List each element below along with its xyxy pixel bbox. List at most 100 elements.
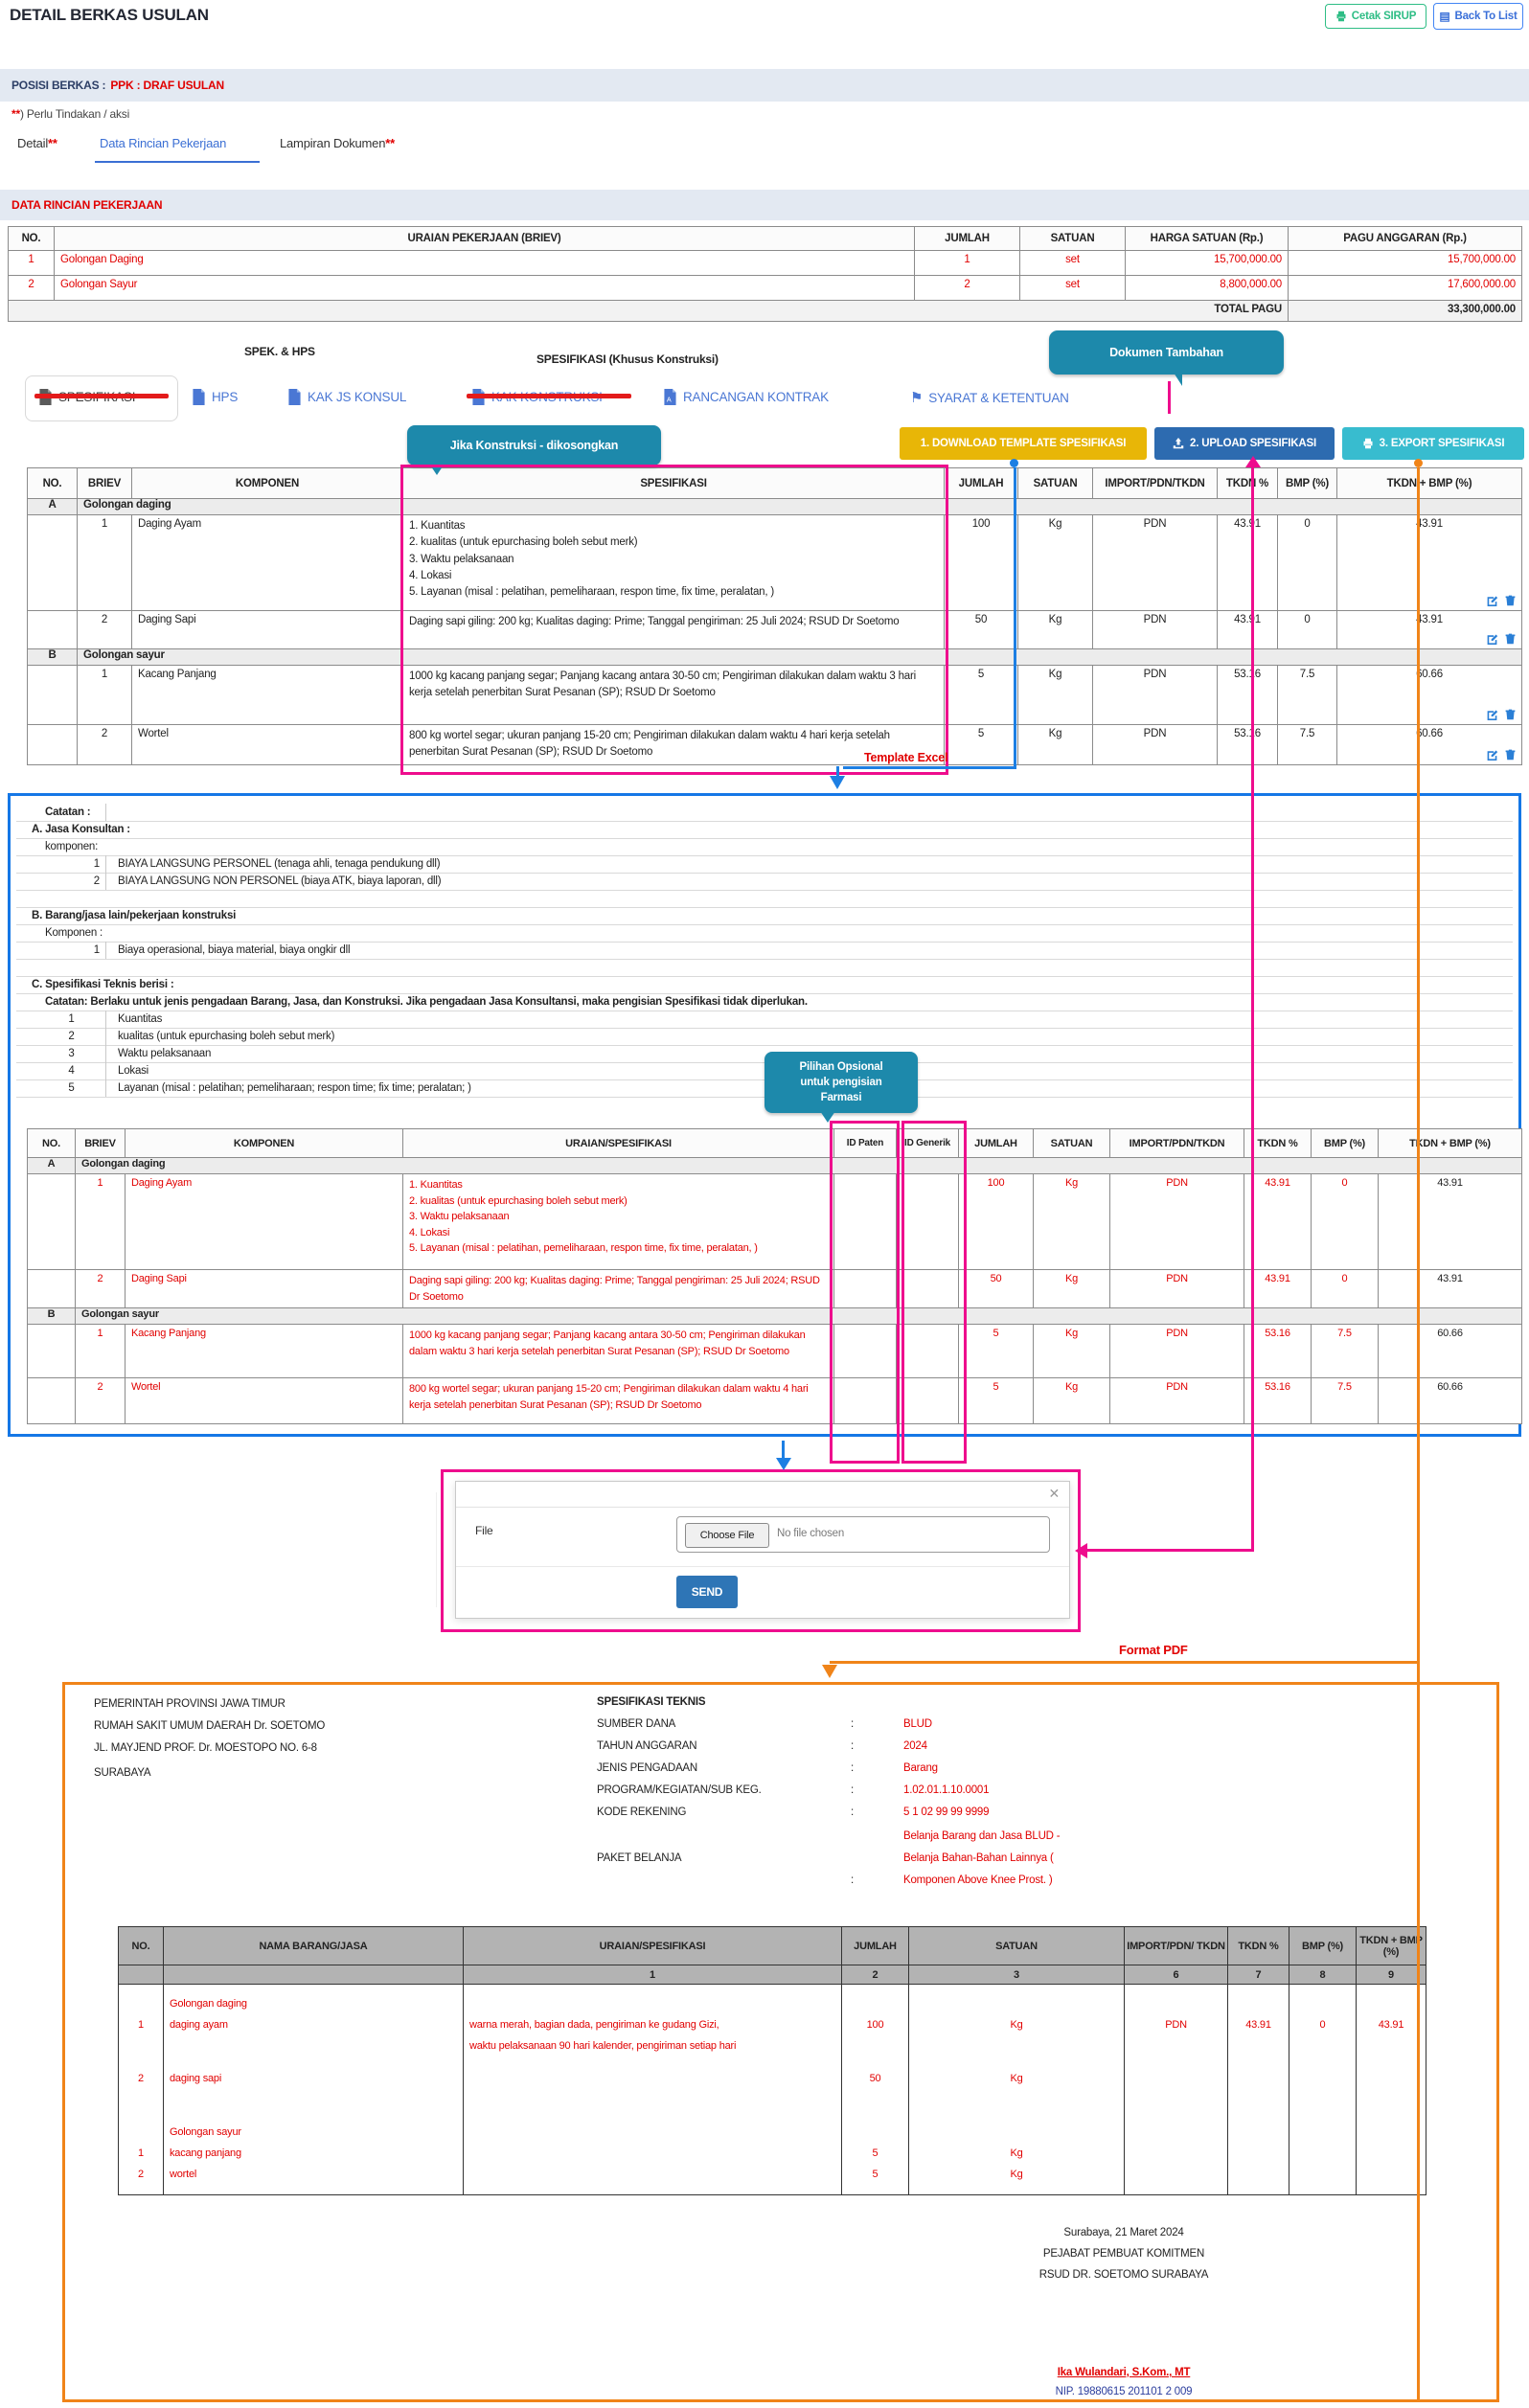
export-spesifikasi-button[interactable]: 3. EXPORT SPESIFIKASI (1342, 427, 1524, 460)
signature-place-date: Surabaya, 21 Maret 2024 (1063, 2227, 1184, 2238)
item-row: 2 Wortel 800 kg wortel segar; ukuran panj… (27, 1377, 1522, 1424)
doc-tab-kak-js-konsul[interactable]: KAK JS KONSUL (287, 389, 406, 405)
meta-value: 2024 (903, 1740, 927, 1752)
paket-value: Komponen Above Knee Prost. ) (903, 1874, 1053, 1886)
catatan-row: 2 BIAYA LANGSUNG NON PERSONEL (biaya ATK,… (16, 873, 1513, 891)
tab-lampiran-dokumen[interactable]: Lampiran Dokumen** (280, 136, 395, 150)
pdf-col-import: PDN (1124, 1984, 1228, 2195)
col-satuan: SATUAN (1019, 226, 1126, 251)
item-row: 2 Wortel 800 kg wortel segar; ukuran panj… (27, 724, 1522, 765)
action-note: **) Perlu Tindakan / aksi (11, 107, 130, 121)
label-spesifikasi-konstruksi: SPESIFIKASI (Khusus Konstruksi) (536, 352, 719, 366)
item-row: 1 Daging Ayam 1. Kuantitas 2. kualitas (u… (27, 1173, 1522, 1270)
meta-label: KODE REKENING (597, 1806, 687, 1818)
doc-tab-hps[interactable]: HPS (192, 389, 238, 405)
item-row: 2 Daging Sapi Daging sapi giling: 200 kg;… (27, 610, 1522, 649)
close-icon[interactable]: ✕ (1048, 1486, 1060, 1501)
annotation-pink-triangle (1245, 456, 1261, 467)
catatan-row (16, 890, 1513, 908)
meta-label: TAHUN ANGGARAN (597, 1740, 697, 1752)
annotation-blue-stub (836, 766, 839, 778)
meta-label: JENIS PENGADAAN (597, 1762, 697, 1774)
group-row: B Golongan sayur (27, 1307, 1522, 1325)
modal-divider (456, 1507, 1069, 1508)
edit-icon[interactable] (1486, 708, 1498, 720)
badge-tail (1165, 373, 1182, 386)
col-uraian: URAIAN PEKERJAAN (BRIEV) (54, 226, 915, 251)
edit-icon[interactable] (1486, 594, 1498, 606)
divider (436, 1492, 437, 1607)
file-input[interactable]: Choose File No file chosen (676, 1516, 1050, 1553)
printer-icon (1335, 11, 1347, 22)
delete-icon[interactable] (1504, 632, 1517, 645)
choose-file-button[interactable]: Choose File (685, 1523, 769, 1548)
delete-icon[interactable] (1504, 594, 1517, 606)
section-header: DATA RINCIAN PEKERJAAN (0, 190, 1529, 220)
group-row: A Golongan daging (27, 498, 1522, 515)
annotation-blue-arrow-down (830, 776, 845, 789)
upload-modal: ✕ File Choose File No file chosen SEND (455, 1481, 1070, 1619)
meta-value: 5 1 02 99 99 9999 (903, 1806, 990, 1818)
total-row: TOTAL PAGU 33,300,000.00 (8, 300, 1522, 322)
annotation-blue-arrow-down2 (776, 1458, 791, 1470)
rincian-pekerjaan-table: NO. URAIAN PEKERJAAN (BRIEV) JUMLAH SATU… (8, 226, 1522, 322)
flag-icon: ⚑ (910, 390, 924, 406)
annotation-pink-vline (1251, 467, 1254, 1552)
back-to-list-button[interactable]: ▤ Back To List (1433, 3, 1523, 30)
catatan-row: komponen: (16, 838, 1513, 856)
annotation-orange-hline (830, 1661, 1420, 1664)
active-tab-underline (95, 161, 260, 163)
tab-spesifikasi-box[interactable] (25, 375, 178, 421)
tab-detail[interactable]: Detail** (17, 136, 57, 150)
pdf-col-no: 1 2 1 2 (118, 1984, 164, 2195)
col-pagu: PAGU ANGGARAN (Rp.) (1288, 226, 1522, 251)
pdf-col-bmp: 0 (1289, 1984, 1357, 2195)
col-jumlah: JUMLAH (914, 226, 1020, 251)
signature-nip: NIP. 19880615 201101 2 009 (1055, 2386, 1193, 2397)
send-button[interactable]: SEND (676, 1576, 738, 1608)
signature-title: PEJABAT PEMBUAT KOMITMEN (1042, 2248, 1205, 2260)
posisi-label: POSISI BERKAS : (11, 79, 106, 92)
letterhead-line: SURABAYA (94, 1767, 151, 1779)
annotation-blue-hline (843, 766, 1016, 769)
letterhead-line: JL. MAYJEND PROF. Dr. MOESTOPO NO. 6-8 (94, 1742, 317, 1754)
tab-data-rincian-pekerjaan[interactable]: Data Rincian Pekerjaan (100, 136, 227, 150)
annotation-orange-dot (1414, 459, 1423, 467)
catatan-row: B. Barang/jasa lain/pekerjaan konstruksi (16, 907, 1513, 925)
document-icon (192, 389, 206, 405)
delete-icon[interactable] (1504, 748, 1517, 761)
item-row: 2 Daging Sapi Daging sapi giling: 200 kg;… (27, 1269, 1522, 1308)
pdf-preview: PEMERINTAH PROVINSI JAWA TIMUR RUMAH SAK… (62, 1682, 1499, 2402)
table-row: 1 Golongan Daging 1 set 15,700,000.00 15,70… (8, 250, 1522, 276)
upload-spesifikasi-button[interactable]: 2. UPLOAD SPESIFIKASI (1154, 427, 1335, 460)
annotation-blue-vline (1014, 467, 1016, 766)
pdf-document-icon: A (663, 389, 677, 405)
col-harga: HARGA SATUAN (Rp.) (1125, 226, 1289, 251)
download-template-button[interactable]: 1. DOWNLOAD TEMPLATE SPESIFIKASI (900, 427, 1147, 460)
delete-icon[interactable] (1504, 708, 1517, 720)
meta-value: 1.02.01.1.10.0001 (903, 1784, 990, 1796)
annotation-pink-arrow-left (1075, 1543, 1087, 1558)
catatan-row: 1 BIAYA LANGSUNG PERSONEL (tenaga ahli, t… (16, 855, 1513, 874)
doc-tab-rancangan-kontrak[interactable]: A RANCANGAN KONTRAK (663, 389, 829, 405)
jika-konstruksi-badge: Jika Konstruksi - dikosongkan (407, 425, 661, 466)
annotation-template-excel-label: Template Excel (864, 751, 948, 764)
cetak-sirup-button[interactable]: Cetak SIRUP (1325, 4, 1426, 29)
posisi-value: PPK : DRAF USULAN (110, 79, 224, 92)
paket-value: Belanja Barang dan Jasa BLUD - (903, 1830, 1061, 1842)
item-row: 1 Daging Ayam 1. Kuantitas 2. kualitas (u… (27, 514, 1522, 611)
catatan-row: A. Jasa Konsultan : (16, 821, 1513, 839)
posisi-berkas-bar: POSISI BERKAS : PPK : DRAF USULAN (0, 69, 1529, 102)
pdf-col-tkdn: 43.91 (1227, 1984, 1289, 2195)
modal-divider (456, 1566, 1069, 1567)
pdf-col-satuan: Kg Kg Kg Kg (908, 1984, 1125, 2195)
file-label: File (475, 1524, 493, 1537)
catatan-row: Komponen : (16, 924, 1513, 943)
edit-icon[interactable] (1486, 632, 1498, 645)
letterhead-line: PEMERINTAH PROVINSI JAWA TIMUR (94, 1698, 285, 1710)
letterhead-line: RUMAH SAKIT UMUM DAERAH Dr. SOETOMO (94, 1720, 326, 1732)
doc-tab-syarat-ketentuan[interactable]: ⚑ SYARAT & KETENTUAN (910, 390, 1069, 406)
meta-value: Barang (903, 1762, 938, 1774)
edit-icon[interactable] (1486, 748, 1498, 761)
signature-name: Ika Wulandari, S.Kom., MT (1057, 2367, 1191, 2378)
